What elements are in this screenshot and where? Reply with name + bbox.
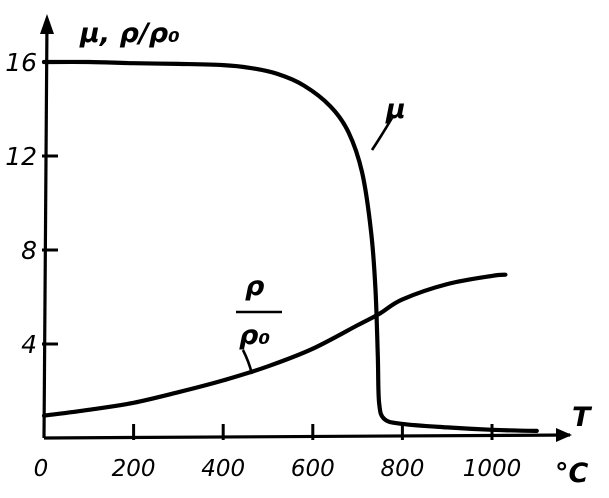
y-axis-arrow (40, 14, 54, 34)
curves (41, 59, 539, 433)
x-tick-label-800: 800 (380, 456, 424, 482)
x-axis-arrow (556, 428, 572, 442)
x-tick-label-200: 200 (112, 456, 156, 482)
y-tick-label-16: 16 (5, 48, 37, 77)
x-axis-unit: °C (555, 458, 589, 489)
axes (40, 14, 572, 442)
rho-label-numerator: ρ (245, 271, 264, 302)
y-axis (42, 19, 49, 439)
ticks: 4 8 12 16 0 200 400 600 800 1000 (5, 48, 521, 482)
mu-curve (41, 59, 539, 433)
x-tick-label-1000: 1000 (463, 456, 522, 482)
x-tick-label-0: 0 (34, 456, 49, 482)
mu-curve-label: μ (385, 94, 406, 125)
rho-leader-line (241, 349, 254, 375)
mu-leader-line (370, 117, 394, 151)
y-tick-label-4: 4 (21, 330, 37, 359)
x-tick-label-600: 600 (291, 456, 335, 482)
x-tick-label-400: 400 (201, 456, 245, 482)
axis-titles: μ, ρ/ρ₀ T °C (79, 18, 593, 489)
y-tick-label-8: 8 (21, 236, 37, 265)
x-axis (43, 433, 571, 440)
annotations: μ ρ ρ₀ (236, 94, 406, 375)
rho-ratio-curve (41, 272, 508, 418)
rho-label-denominator: ρ₀ (239, 320, 270, 351)
y-tick-label-12: 12 (5, 142, 37, 171)
y-axis-title: μ, ρ/ρ₀ (79, 18, 180, 49)
x-axis-title: T (572, 402, 593, 433)
